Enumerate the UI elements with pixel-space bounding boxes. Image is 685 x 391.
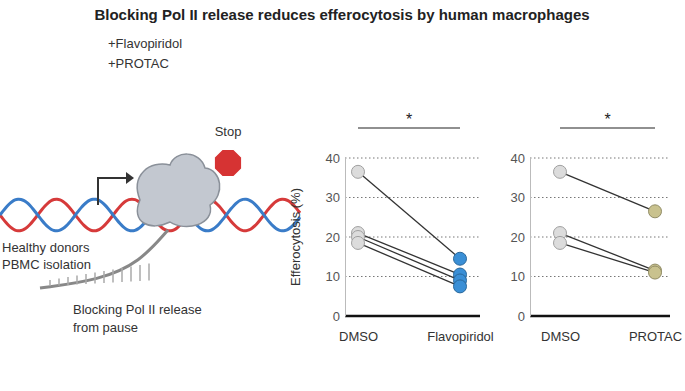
rna-base	[148, 264, 150, 281]
y-axis: 0 10 20 30 40	[326, 151, 346, 324]
grid-line	[530, 158, 670, 159]
tick: Flavopiridol	[427, 329, 494, 344]
tick: 30	[326, 190, 345, 205]
tick: DMSO	[339, 329, 378, 344]
tick-label: 0	[333, 309, 340, 324]
marks	[352, 165, 467, 293]
rna-base	[94, 273, 96, 284]
tick: 30	[511, 190, 530, 205]
grid-line	[530, 197, 670, 198]
tick-label: 40	[511, 151, 525, 166]
source-label: Healthy donors	[2, 240, 90, 255]
y-axis-title: Efferocytosis (%)	[288, 188, 303, 286]
tick-label: 30	[511, 190, 525, 205]
tss-arrow	[98, 178, 126, 205]
y-axis: 0 10 20 30 40	[511, 151, 531, 324]
point	[649, 205, 662, 218]
tick: DMSO	[541, 329, 580, 344]
rna-base	[121, 268, 123, 282]
y-axis-line	[345, 159, 346, 317]
tick-label: 20	[326, 230, 340, 245]
category-label: Flavopiridol	[427, 329, 494, 344]
point	[554, 165, 567, 178]
pair-line	[560, 233, 655, 271]
rna-base	[76, 276, 78, 285]
baseline	[530, 315, 670, 318]
tick: 10	[511, 269, 530, 284]
category-label: DMSO	[541, 329, 580, 344]
tick: 40	[511, 151, 530, 166]
x-axis: DMSO PROTAC	[541, 329, 682, 344]
rna-base	[103, 271, 105, 283]
illustration: Stop +Flavopiridol +PROTAC Healthy donors PB…	[0, 36, 300, 335]
stop-sign	[214, 149, 242, 177]
pol-ii	[137, 154, 219, 226]
rna-base	[112, 270, 114, 283]
rna-base	[85, 274, 87, 284]
pair-line	[358, 243, 460, 286]
grid-line	[345, 158, 480, 159]
grid-line	[345, 197, 480, 198]
caption: from pause	[73, 320, 138, 335]
significance-label: *	[604, 111, 610, 128]
pair-line	[358, 172, 460, 259]
source-label: PBMC isolation	[2, 257, 91, 272]
tick-label: 10	[511, 269, 525, 284]
tick: 0	[333, 309, 345, 324]
rna-base	[49, 280, 51, 286]
tick: PROTAC	[629, 329, 682, 344]
point	[554, 236, 567, 249]
significance-label: *	[406, 111, 412, 128]
pair-line	[560, 172, 655, 212]
grid-line	[530, 237, 670, 238]
drug-label: +PROTAC	[108, 56, 169, 71]
tick-label: 30	[326, 190, 340, 205]
tick-label: 0	[518, 309, 525, 324]
drug-label: +Flavopiridol	[108, 36, 182, 51]
rna-base	[67, 277, 69, 285]
grid	[530, 158, 670, 316]
tick: 20	[326, 230, 345, 245]
grid	[345, 158, 480, 316]
stop-label: Stop	[215, 124, 242, 139]
category-label: PROTAC	[629, 329, 682, 344]
y-axis-line	[530, 159, 531, 317]
tick-label: 20	[511, 230, 525, 245]
rna-base	[58, 279, 60, 286]
tick: 40	[326, 151, 345, 166]
x-axis: DMSO Flavopiridol	[339, 329, 494, 344]
pair-line	[358, 233, 460, 274]
caption: Blocking Pol II release	[73, 302, 202, 317]
category-label: DMSO	[339, 329, 378, 344]
marks	[554, 165, 662, 279]
tick: 0	[518, 309, 530, 324]
rna-base	[130, 267, 132, 282]
tick: 10	[326, 269, 345, 284]
point	[454, 280, 467, 293]
rna-base	[139, 265, 141, 281]
pair-line	[560, 243, 655, 273]
point	[352, 165, 365, 178]
chart: 0 10 20 30 40 DMSO PROTAC *	[511, 111, 683, 344]
tss-arrowhead	[126, 172, 134, 184]
tick-label: 10	[326, 269, 340, 284]
figure: Blocking Pol II release reduces efferocy…	[0, 0, 685, 391]
pair-line	[358, 237, 460, 280]
title: Blocking Pol II release reduces efferocy…	[94, 6, 589, 23]
tick-label: 40	[326, 151, 340, 166]
tick: 20	[511, 230, 530, 245]
point	[454, 252, 467, 265]
chart: 0 10 20 30 40 DMSO Flavopiridol Efferocytosis (…	[288, 111, 494, 344]
point	[352, 236, 365, 249]
point	[649, 266, 662, 279]
baseline	[345, 315, 480, 318]
